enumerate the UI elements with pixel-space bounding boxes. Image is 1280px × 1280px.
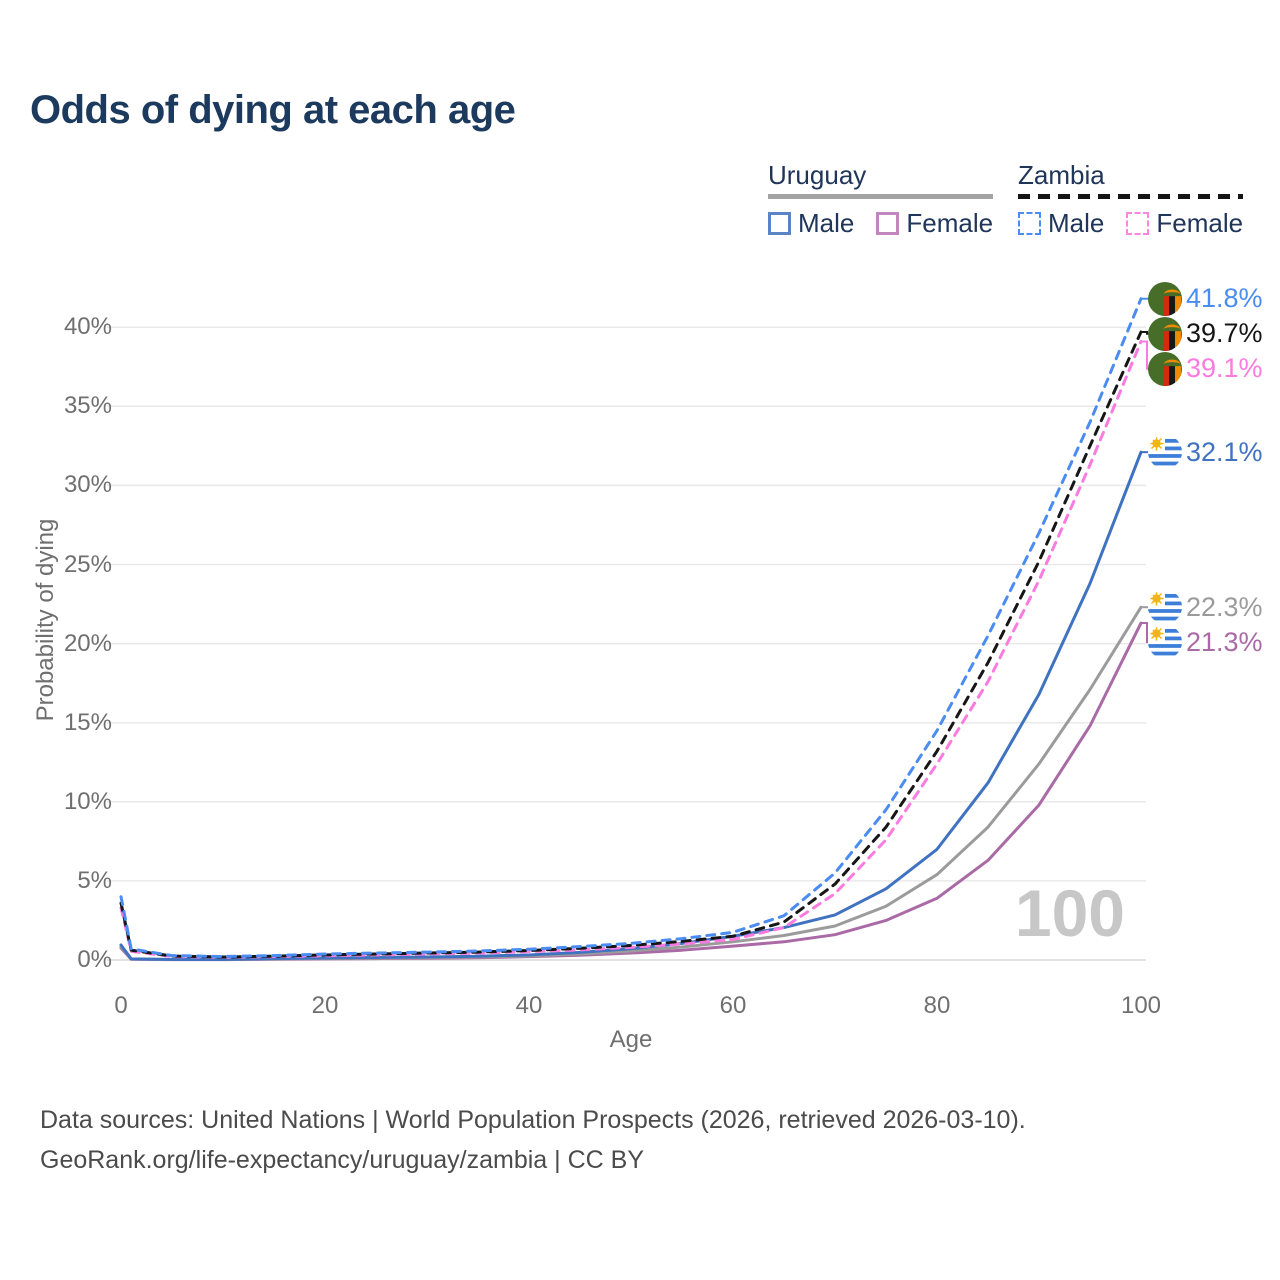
- uruguay-flag-icon: [1148, 625, 1182, 660]
- legend-country-zambia: Zambia: [1018, 160, 1105, 190]
- data-source-text: Data sources: United Nations | World Pop…: [40, 1106, 1026, 1134]
- y-tick-label: 0%: [77, 946, 112, 973]
- end-value: 41.8%: [1186, 283, 1263, 314]
- footer-url: GeoRank.org/life-expectancy/uruguay/zamb…: [40, 1146, 645, 1174]
- legend-item-zambia-female[interactable]: Female: [1126, 208, 1243, 239]
- x-tick-label: 20: [311, 992, 339, 1019]
- zambia-flag-icon: [1148, 351, 1182, 386]
- zambia-flag-icon: [1148, 281, 1182, 316]
- y-tick-label: 5%: [77, 866, 112, 894]
- uruguay-solid-line-swatch: [768, 194, 994, 199]
- end-label-zambia-all: 39.7%: [1148, 316, 1263, 351]
- x-tick-label: 60: [719, 992, 747, 1019]
- x-tick-label: 0: [114, 992, 128, 1019]
- zambia-female-swatch: [1126, 212, 1150, 235]
- zambia-flag-icon: [1148, 316, 1182, 351]
- x-tick-label: 100: [1120, 992, 1162, 1019]
- x-tick-label: 80: [923, 992, 951, 1019]
- uruguay-male-swatch: [768, 212, 791, 235]
- y-tick-label: 35%: [63, 392, 112, 420]
- end-value: 32.1%: [1186, 436, 1263, 467]
- legend-item-uruguay-male[interactable]: Male: [768, 208, 854, 239]
- x-tick-label: 40: [515, 992, 543, 1019]
- y-tick-label: 20%: [63, 629, 112, 657]
- y-axis-title: Probability of dying: [32, 518, 59, 722]
- page-title: Odds of dying at each age: [30, 88, 516, 132]
- zambia-dashed-line-swatch: [1018, 194, 1244, 199]
- y-tick-label: 15%: [63, 708, 112, 736]
- uruguay-flag-icon: [1148, 625, 1182, 660]
- uruguay-female-swatch: [876, 212, 900, 235]
- legend-label: Female: [1156, 208, 1244, 238]
- zambia-flag-icon: [1148, 316, 1182, 351]
- end-label-uruguay-male: 32.1%: [1148, 435, 1263, 470]
- end-value: 22.3%: [1186, 591, 1263, 622]
- legend-item-zambia-male[interactable]: Male: [1018, 208, 1104, 239]
- end-value: 39.7%: [1186, 318, 1263, 349]
- end-label-zambia-female: 39.1%: [1148, 351, 1263, 386]
- legend-group-zambia: Zambia Male Female: [1018, 160, 1244, 239]
- zambia-male-swatch: [1018, 212, 1041, 235]
- legend-label: Male: [1048, 208, 1105, 238]
- uruguay-flag-icon: [1148, 590, 1182, 625]
- x-axis-title: Age: [609, 1026, 653, 1053]
- age-watermark: 100: [1014, 876, 1125, 950]
- legend-group-uruguay: Uruguay Male Female: [768, 160, 994, 239]
- y-tick-label: 30%: [63, 471, 112, 499]
- uruguay-flag-icon: [1148, 435, 1182, 470]
- end-value: 39.1%: [1186, 353, 1263, 384]
- end-label-uruguay-all: 22.3%: [1148, 590, 1263, 625]
- zambia-flag-icon: [1148, 281, 1182, 316]
- legend-label: Female: [906, 208, 994, 238]
- uruguay-flag-icon: [1148, 590, 1182, 625]
- end-label-zambia-male: 41.8%: [1148, 281, 1263, 316]
- zambia-flag-icon: [1148, 351, 1182, 386]
- line-chart-canvas: [107, 297, 1152, 962]
- legend-item-uruguay-female[interactable]: Female: [876, 208, 993, 239]
- uruguay-flag-icon: [1148, 435, 1182, 470]
- end-label-uruguay-female: 21.3%: [1148, 625, 1263, 660]
- y-tick-label: 25%: [63, 550, 112, 578]
- end-value: 21.3%: [1186, 626, 1263, 657]
- legend-country-uruguay: Uruguay: [768, 160, 867, 190]
- legend-label: Male: [798, 208, 855, 238]
- y-tick-label: 40%: [63, 313, 112, 341]
- y-tick-label: 10%: [63, 787, 112, 815]
